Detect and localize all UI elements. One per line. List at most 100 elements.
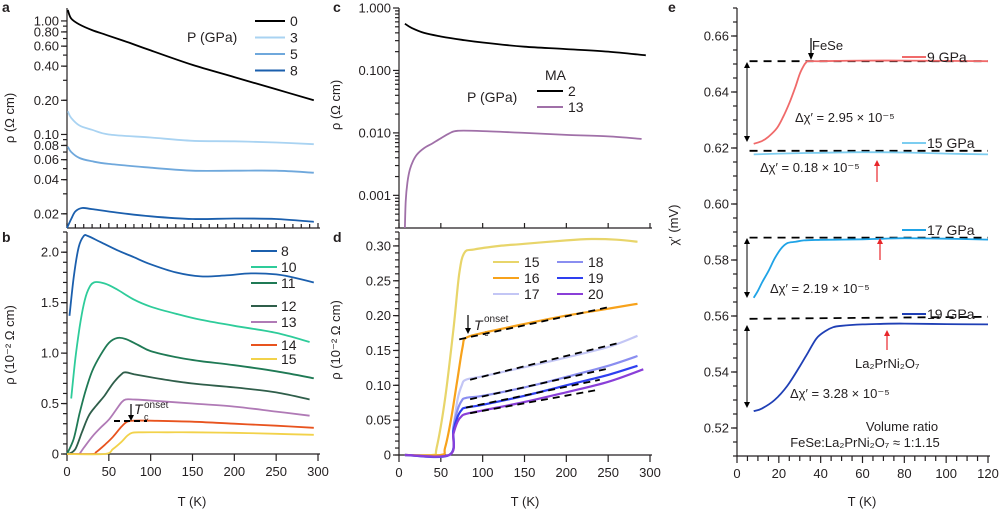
legend-label: 8 bbox=[290, 63, 298, 79]
x-tick-label: 50 bbox=[102, 464, 116, 479]
series-d-18 bbox=[404, 354, 638, 459]
legend-label: 17 GPa bbox=[927, 222, 975, 238]
tc-superscript: onset bbox=[144, 400, 169, 411]
delta-arrowhead bbox=[744, 292, 750, 298]
panel-label-b: b bbox=[2, 229, 11, 245]
series-d-20 bbox=[404, 368, 644, 458]
y-tick-label: 0.30 bbox=[366, 238, 391, 253]
la2prni2o7-label: La₂PrNi₂O₇ bbox=[855, 356, 920, 371]
x-tick-label: 150 bbox=[514, 465, 536, 480]
y-tick-label: 0.80 bbox=[34, 24, 59, 39]
y-tick-label: 0.60 bbox=[704, 197, 729, 212]
series-b-10 bbox=[70, 281, 310, 399]
panel-a-ylabel: ρ (Ω cm) bbox=[2, 93, 17, 143]
y-tick-label: 0.25 bbox=[366, 273, 391, 288]
delta-arrowhead bbox=[744, 402, 750, 408]
delta-chi-19gpa: Δχ′ = 3.28 × 10⁻⁵ bbox=[790, 386, 890, 401]
series-b-8 bbox=[68, 234, 315, 316]
panel-a-legend-title: P (GPa) bbox=[187, 29, 237, 45]
series-a-8 bbox=[66, 207, 314, 229]
linear-fit-line bbox=[469, 342, 617, 381]
y-tick-label: 0.40 bbox=[34, 59, 59, 74]
y-tick-label: 1.000 bbox=[358, 1, 391, 16]
linear-fit-line bbox=[459, 306, 609, 341]
legend-label: 5 bbox=[290, 46, 298, 62]
series-c-2 bbox=[404, 22, 646, 57]
legend-label: 14 bbox=[281, 337, 297, 353]
tc-superscript: onset bbox=[484, 314, 509, 325]
series-b-15 bbox=[66, 431, 314, 456]
panel-label-e: e bbox=[668, 0, 676, 15]
legend-label: 12 bbox=[281, 298, 297, 314]
y-tick-label: 1.0 bbox=[41, 346, 59, 361]
x-tick-label: 250 bbox=[597, 465, 619, 480]
x-tick-label: 200 bbox=[223, 464, 245, 479]
transition-arrowhead bbox=[874, 160, 880, 166]
y-tick-label: 0.56 bbox=[704, 309, 729, 324]
legend-label: 3 bbox=[290, 30, 298, 46]
y-tick-label: 0.04 bbox=[34, 172, 59, 187]
panel-label-d: d bbox=[333, 229, 342, 245]
y-tick-label: 0.10 bbox=[366, 378, 391, 393]
y-tick-label: 0.15 bbox=[366, 343, 391, 358]
x-tick-label: 100 bbox=[935, 466, 957, 481]
panel-e-axes: 0.52 0.54 0.56 0.58 0.60 0.62 0.64 0.66 0 20 40 60 8… bbox=[704, 7, 999, 481]
panel-d-xlabel: T (K) bbox=[511, 494, 540, 509]
legend-label: 2 bbox=[568, 83, 576, 99]
y-tick-label: 0.02 bbox=[34, 206, 59, 221]
legend-label: 13 bbox=[281, 314, 297, 330]
panel-label-a: a bbox=[2, 0, 10, 15]
delta-chi-15gpa: Δχ′ = 0.18 × 10⁻⁵ bbox=[760, 160, 860, 175]
delta-chi-9gpa: Δχ′ = 2.95 × 10⁻⁵ bbox=[795, 110, 895, 125]
y-tick-label: 0.66 bbox=[704, 29, 729, 44]
y-tick-label: 0.06 bbox=[34, 152, 59, 167]
delta-arrowhead bbox=[744, 325, 750, 331]
x-tick-label: 100 bbox=[472, 465, 494, 480]
legend-label: 17 bbox=[524, 286, 540, 302]
fese-label: FeSe bbox=[812, 38, 843, 53]
series-d-19 bbox=[404, 364, 638, 458]
panel-c-axes: 1.000 0.100 0.010 0.001 bbox=[358, 1, 652, 229]
panel-d-axes: 0 0.05 0.10 0.15 0.20 0.25 0.30 0 50 100 150 200 250… bbox=[366, 231, 661, 480]
panel-c-legend-title: P (GPa) bbox=[467, 89, 517, 105]
x-tick-label: 40 bbox=[813, 466, 827, 481]
panel-a-axes: 1.000.800.60 0.40 0.20 0.100.080.06 0.04 0.02 bbox=[34, 8, 320, 229]
y-tick-label: 0.08 bbox=[34, 138, 59, 153]
legend-label: 15 bbox=[281, 351, 297, 367]
linear-fit-line bbox=[469, 388, 600, 415]
x-tick-label: 150 bbox=[182, 464, 204, 479]
series-d-15 bbox=[404, 237, 638, 457]
reference-dashed-line bbox=[749, 315, 989, 320]
legend-label: 16 bbox=[524, 270, 540, 286]
series-e-15GPa bbox=[753, 151, 989, 156]
y-tick-label: 0.001 bbox=[358, 188, 391, 203]
x-tick-label: 0 bbox=[395, 465, 402, 480]
panel-b-xlabel: T (K) bbox=[178, 494, 207, 509]
linear-fit-line bbox=[465, 378, 600, 409]
legend-label: 10 bbox=[281, 259, 297, 275]
x-tick-label: 300 bbox=[307, 464, 329, 479]
y-tick-label: 0 bbox=[384, 448, 391, 463]
panel-d-ylabel: ρ (10⁻² Ω cm) bbox=[328, 300, 343, 380]
series-a-5 bbox=[67, 146, 314, 174]
delta-arrowhead bbox=[744, 238, 750, 244]
series-b-11 bbox=[66, 336, 314, 455]
panel-label-c: c bbox=[333, 0, 341, 15]
tc-symbol: T bbox=[134, 401, 144, 417]
panel-b-tc-annotation: T onset c bbox=[134, 400, 169, 422]
y-tick-label: 0.05 bbox=[366, 413, 391, 428]
legend-label: 11 bbox=[281, 275, 296, 291]
y-tick-label: 0.100 bbox=[358, 63, 391, 78]
delta-chi-17gpa: Δχ′ = 2.19 × 10⁻⁵ bbox=[770, 281, 870, 296]
y-tick-label: 1.5 bbox=[41, 295, 59, 310]
series-e-9GPa bbox=[753, 59, 989, 145]
panel-c-ylabel: ρ (Ω cm) bbox=[328, 80, 343, 130]
series-a-0 bbox=[66, 9, 315, 102]
x-tick-label: 20 bbox=[772, 466, 786, 481]
transition-arrowhead bbox=[877, 238, 883, 244]
x-tick-label: 60 bbox=[855, 466, 869, 481]
series-a-3 bbox=[66, 110, 314, 146]
fese-arrowhead bbox=[808, 53, 814, 60]
